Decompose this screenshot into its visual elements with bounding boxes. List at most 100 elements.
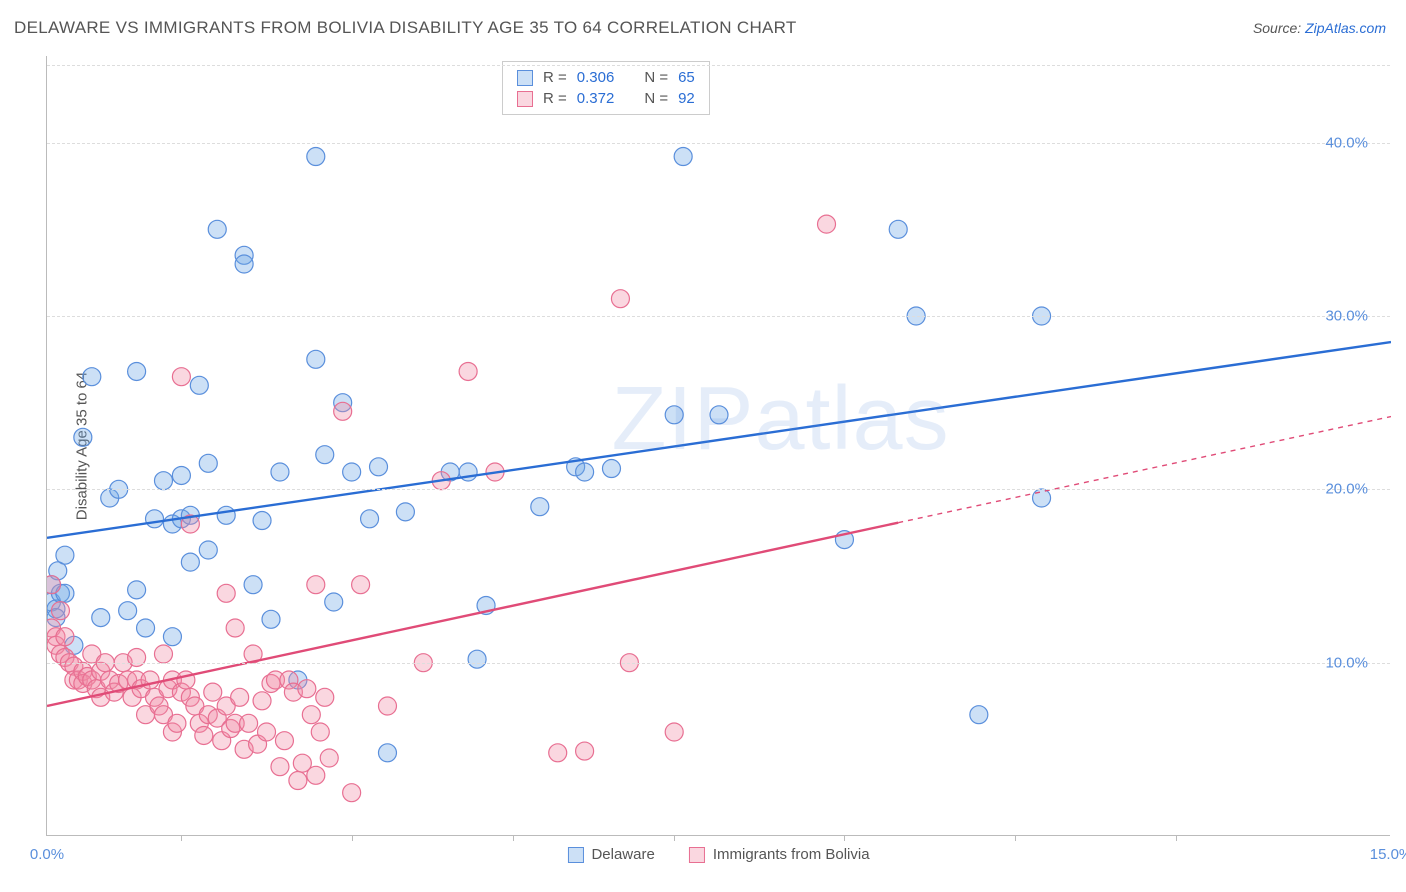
data-point (208, 220, 226, 238)
data-point (240, 714, 258, 732)
gridline (47, 65, 1390, 66)
data-point (83, 368, 101, 386)
data-point (1033, 489, 1051, 507)
data-point (576, 742, 594, 760)
data-point (154, 472, 172, 490)
data-point (320, 749, 338, 767)
data-point (137, 619, 155, 637)
data-point (370, 458, 388, 476)
x-tick-mark (181, 835, 182, 841)
data-point (271, 758, 289, 776)
x-tick-label: 0.0% (30, 846, 64, 863)
data-point (307, 576, 325, 594)
data-point (258, 723, 276, 741)
data-point (199, 541, 217, 559)
data-point (396, 503, 414, 521)
data-point (253, 512, 271, 530)
source-prefix: Source: (1253, 20, 1305, 36)
legend-n-value: 65 (678, 67, 695, 88)
data-point (119, 602, 137, 620)
x-tick-mark (352, 835, 353, 841)
legend-top: R = 0.306 N = 65R = 0.372 N = 92 (502, 61, 710, 115)
data-point (181, 553, 199, 571)
data-point (168, 714, 186, 732)
data-point (74, 428, 92, 446)
data-point (302, 706, 320, 724)
data-point (307, 148, 325, 166)
data-point (226, 619, 244, 637)
legend-series-name: Delaware (591, 846, 654, 863)
data-point (325, 593, 343, 611)
data-point (710, 406, 728, 424)
data-point (316, 446, 334, 464)
data-point (190, 376, 208, 394)
data-point (128, 648, 146, 666)
legend-bottom-entry: Immigrants from Bolivia (689, 846, 870, 863)
legend-n-value: 92 (678, 88, 695, 109)
y-tick-label: 20.0% (1325, 481, 1368, 498)
data-point (549, 744, 567, 762)
chart-title: DELAWARE VS IMMIGRANTS FROM BOLIVIA DISA… (14, 18, 797, 38)
data-point (343, 463, 361, 481)
legend-swatch (567, 847, 583, 863)
data-point (56, 546, 74, 564)
trend-line (47, 342, 1391, 538)
x-tick-mark (1176, 835, 1177, 841)
legend-r-value: 0.306 (577, 67, 615, 88)
data-point (51, 602, 69, 620)
data-point (47, 576, 60, 594)
data-point (576, 463, 594, 481)
data-point (163, 628, 181, 646)
x-tick-mark (674, 835, 675, 841)
data-point (172, 368, 190, 386)
x-tick-mark (1015, 835, 1016, 841)
legend-r-label: R = (543, 67, 567, 88)
legend-r-label: R = (543, 88, 567, 109)
data-point (602, 460, 620, 478)
legend-n-label: N = (644, 67, 668, 88)
data-point (298, 680, 316, 698)
data-point (334, 402, 352, 420)
y-tick-label: 10.0% (1325, 654, 1368, 671)
data-point (195, 726, 213, 744)
data-point (289, 772, 307, 790)
data-point (531, 498, 549, 516)
legend-top-row: R =0.372N =92 (517, 88, 695, 109)
x-tick-label: 15.0% (1370, 846, 1406, 863)
source-link[interactable]: ZipAtlas.com (1305, 20, 1386, 36)
legend-swatch (517, 70, 533, 86)
data-point (970, 706, 988, 724)
data-point (818, 215, 836, 233)
data-point (468, 650, 486, 668)
legend-swatch (689, 847, 705, 863)
data-point (154, 645, 172, 663)
trend-line-dashed (898, 417, 1391, 523)
data-point (889, 220, 907, 238)
data-point (217, 506, 235, 524)
data-point (271, 463, 289, 481)
trend-line (47, 523, 898, 706)
data-point (128, 362, 146, 380)
x-tick-mark (844, 835, 845, 841)
data-point (204, 683, 222, 701)
data-point (56, 628, 74, 646)
data-point (172, 466, 190, 484)
data-point (378, 744, 396, 762)
scatter-svg (47, 56, 1391, 836)
y-tick-label: 40.0% (1325, 134, 1368, 151)
data-point (459, 362, 477, 380)
legend-swatch (517, 91, 533, 107)
data-point (307, 350, 325, 368)
data-point (253, 692, 271, 710)
data-point (262, 610, 280, 628)
gridline (47, 316, 1390, 317)
legend-r-value: 0.372 (577, 88, 615, 109)
legend-series-name: Immigrants from Bolivia (713, 846, 870, 863)
data-point (146, 510, 164, 528)
data-point (316, 688, 334, 706)
gridline (47, 143, 1390, 144)
data-point (244, 576, 262, 594)
data-point (665, 406, 683, 424)
data-point (665, 723, 683, 741)
legend-top-row: R = 0.306 N = 65 (517, 67, 695, 88)
